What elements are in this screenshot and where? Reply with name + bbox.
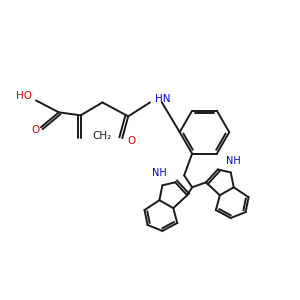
Text: O: O [31, 125, 39, 135]
Text: NH: NH [226, 155, 241, 166]
Text: HN: HN [155, 94, 170, 104]
Text: HO: HO [16, 91, 32, 100]
Text: NH: NH [152, 168, 167, 178]
Text: O: O [127, 136, 136, 146]
Text: CH₂: CH₂ [92, 131, 112, 141]
